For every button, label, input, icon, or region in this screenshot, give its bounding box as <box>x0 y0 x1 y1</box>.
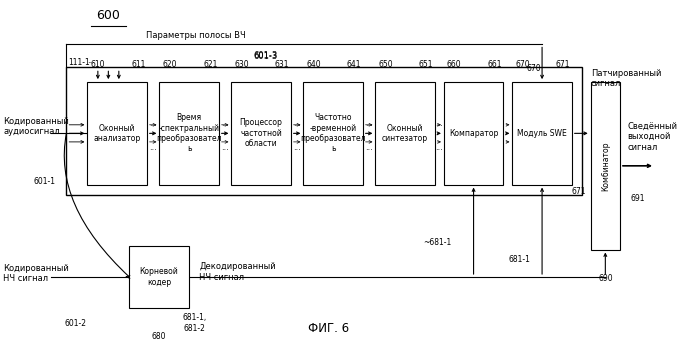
Text: 650: 650 <box>378 60 393 69</box>
Text: 610: 610 <box>90 60 105 69</box>
Text: Кодированный
НЧ сигнал: Кодированный НЧ сигнал <box>3 264 69 283</box>
Bar <box>129 246 189 308</box>
Text: ...: ... <box>435 143 443 152</box>
Text: 630: 630 <box>234 60 249 69</box>
Bar <box>66 67 582 195</box>
Text: 601-2: 601-2 <box>64 319 87 328</box>
Text: ...: ... <box>435 119 443 128</box>
Text: 601-3: 601-3 <box>254 51 278 60</box>
Text: Корневой
кодер: Корневой кодер <box>140 267 178 287</box>
Text: ...: ... <box>87 56 95 65</box>
Text: Параметры полосы ВЧ: Параметры полосы ВЧ <box>146 32 245 40</box>
Text: 611: 611 <box>131 60 145 69</box>
Text: Частотно
-временной
преобразовател
ь: Частотно -временной преобразовател ь <box>301 113 366 153</box>
Text: Сведённый
выходной
сигнал: Сведённый выходной сигнал <box>628 122 678 152</box>
Bar <box>512 82 572 185</box>
Text: 661: 661 <box>487 60 502 69</box>
Text: 681-1,
681-2: 681-1, 681-2 <box>182 314 206 333</box>
Text: 640: 640 <box>306 60 321 69</box>
Text: 621: 621 <box>203 60 217 69</box>
Text: 631: 631 <box>275 60 289 69</box>
Text: 601-1: 601-1 <box>34 177 55 186</box>
Text: 601-3: 601-3 <box>254 52 278 61</box>
Bar <box>159 82 219 185</box>
Text: 680: 680 <box>152 332 166 341</box>
Text: 600: 600 <box>96 9 120 22</box>
Text: 671: 671 <box>572 187 586 196</box>
Text: ~681-1: ~681-1 <box>423 238 451 247</box>
Bar <box>444 82 503 185</box>
Text: ...: ... <box>221 119 229 128</box>
Text: Оконный
анализатор: Оконный анализатор <box>94 123 140 143</box>
Text: Время
-спектральный
преобразовател
ь: Время -спектральный преобразовател ь <box>157 113 222 153</box>
Text: 111-1: 111-1 <box>69 58 90 67</box>
Text: 641: 641 <box>347 60 361 69</box>
Bar <box>591 82 620 250</box>
Text: Патчированный
сигнал: Патчированный сигнал <box>591 69 661 88</box>
Text: 691: 691 <box>630 194 644 203</box>
Text: ...: ... <box>221 143 229 152</box>
Text: ...: ... <box>365 119 373 128</box>
Text: ...: ... <box>149 119 157 128</box>
Text: Модуль SWE: Модуль SWE <box>517 129 567 138</box>
Text: 670: 670 <box>515 60 530 69</box>
Text: Комбинатор: Комбинатор <box>601 141 610 191</box>
Bar <box>303 82 363 185</box>
Text: Процессор
частотной
области: Процессор частотной области <box>240 118 282 148</box>
Bar <box>87 82 147 185</box>
Text: 670: 670 <box>527 64 541 73</box>
Text: Кодированный
аудиосигнал: Кодированный аудиосигнал <box>3 117 69 136</box>
Text: ФИГ. 6: ФИГ. 6 <box>308 322 349 335</box>
Text: Компаратор: Компаратор <box>449 129 498 138</box>
Text: 690: 690 <box>598 273 612 283</box>
Text: ...: ... <box>293 119 301 128</box>
Text: ...: ... <box>365 143 373 152</box>
Text: 620: 620 <box>162 60 177 69</box>
Text: 671: 671 <box>556 60 570 69</box>
Text: 651: 651 <box>419 60 433 69</box>
Text: ...: ... <box>149 143 157 152</box>
Text: Декодированный
НЧ сигнал: Декодированный НЧ сигнал <box>199 262 276 282</box>
Text: ...: ... <box>293 143 301 152</box>
Text: 660: 660 <box>447 60 461 69</box>
Bar <box>375 82 435 185</box>
Bar <box>231 82 291 185</box>
Text: Оконный
синтезатор: Оконный синтезатор <box>382 123 428 143</box>
Text: 681-1: 681-1 <box>508 255 530 264</box>
